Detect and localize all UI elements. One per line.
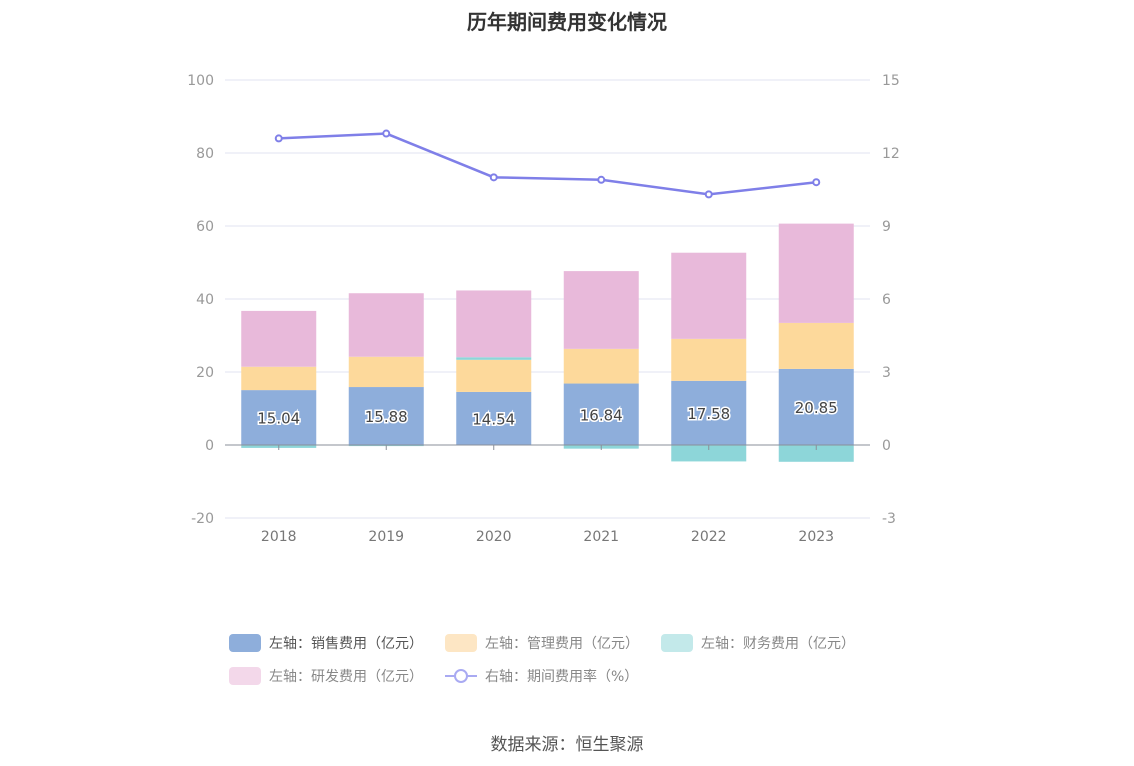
rate-line xyxy=(278,132,817,196)
gridlines xyxy=(225,79,870,519)
right-axis-tick-label: -3 xyxy=(882,511,896,527)
bar-admin xyxy=(241,366,317,391)
left-axis-tick-label: -20 xyxy=(191,511,214,527)
data-label-sales: 15.04 xyxy=(257,410,300,428)
left-axis-tick-label: 60 xyxy=(196,219,214,235)
data-label-sales: 20.85 xyxy=(795,399,838,417)
legend-item-sales[interactable]: 左轴：销售费用（亿元） xyxy=(229,633,423,653)
bar-rnd xyxy=(778,223,854,323)
legend-swatch-rnd xyxy=(229,667,261,685)
right-axis-tick-label: 0 xyxy=(882,438,891,454)
bar-admin xyxy=(456,359,532,392)
x-axis-tick-label: 2021 xyxy=(583,529,619,545)
legend-line-icon xyxy=(445,667,477,685)
legend-label-sales: 左轴：销售费用（亿元） xyxy=(269,636,423,652)
bar-rnd xyxy=(671,252,747,339)
rate-point xyxy=(597,175,606,184)
right-axis-tick-label: 9 xyxy=(882,219,891,235)
legend-label-finance: 左轴：财务费用（亿元） xyxy=(701,636,855,652)
rate-point xyxy=(382,129,391,138)
data-source: 数据来源：恒生聚源 xyxy=(490,735,644,755)
left-axis-tick-label: 80 xyxy=(196,146,214,162)
data-labels: 15.04 15.88 14.54 16.84 17.58 20.85 xyxy=(256,397,839,430)
bar-series xyxy=(241,223,854,462)
right-axis-tick-label: 12 xyxy=(882,146,900,162)
bar-sales xyxy=(563,383,639,445)
bar-admin xyxy=(563,348,639,384)
bar-sales xyxy=(671,380,747,445)
legend-swatch-admin xyxy=(445,634,477,652)
rate-point xyxy=(489,173,498,182)
axes: -20 -3 0 0 20 3 40 6 60 9 80 12 100 15 2018 2019 2020 202… xyxy=(187,73,900,545)
right-axis-tick-label: 15 xyxy=(882,73,900,89)
legend-swatch-sales xyxy=(229,634,261,652)
bar-admin xyxy=(671,338,747,381)
legend-item-admin[interactable]: 左轴：管理费用（亿元） xyxy=(445,633,639,653)
legend-label-admin: 左轴：管理费用（亿元） xyxy=(485,636,639,652)
bar-admin xyxy=(348,356,424,388)
legend-label-rnd: 左轴：研发费用（亿元） xyxy=(269,669,423,685)
left-axis-tick-label: 100 xyxy=(187,73,214,89)
bar-sales xyxy=(456,391,532,445)
bar-finance xyxy=(456,357,532,360)
bar-finance xyxy=(778,445,854,462)
bar-sales xyxy=(348,387,424,445)
bar-admin xyxy=(778,322,854,369)
data-label-sales: 16.84 xyxy=(580,406,623,424)
legend-label-rate: 右轴：期间费用率（%） xyxy=(485,669,639,685)
legend-item-finance[interactable]: 左轴：财务费用（亿元） xyxy=(661,633,855,653)
data-label-sales: 14.54 xyxy=(472,410,515,428)
left-axis-tick-label: 20 xyxy=(196,365,214,381)
x-axis-tick-label: 2023 xyxy=(798,529,834,545)
left-axis-tick-label: 40 xyxy=(196,292,214,308)
right-axis-tick-label: 6 xyxy=(882,292,891,308)
right-axis-tick-label: 3 xyxy=(882,365,891,381)
data-label-sales: 15.88 xyxy=(365,408,408,426)
bar-sales xyxy=(241,390,317,445)
bar-rnd xyxy=(348,293,424,357)
rate-point xyxy=(812,178,821,187)
x-axis-tick-label: 2018 xyxy=(261,529,297,545)
x-axis-tick-label: 2020 xyxy=(476,529,512,545)
bar-finance xyxy=(671,445,747,462)
rate-point xyxy=(274,134,283,143)
legend-item-rnd[interactable]: 左轴：研发费用（亿元） xyxy=(229,666,423,686)
x-axis-tick-label: 2022 xyxy=(691,529,727,545)
bar-sales xyxy=(778,368,854,445)
left-axis-tick-label: 0 xyxy=(205,438,214,454)
rate-point xyxy=(704,190,713,199)
rate-line-series xyxy=(274,129,821,199)
bar-rnd xyxy=(563,271,639,349)
bar-rnd xyxy=(241,310,317,367)
legend-item-rate[interactable]: 右轴：期间费用率（%） xyxy=(445,666,638,686)
chart-legend: 左轴：销售费用（亿元） 左轴：管理费用（亿元） 左轴：财务费用（亿元） 左轴：研… xyxy=(229,632,929,698)
chart-title: 历年期间费用变化情况 xyxy=(467,10,667,34)
legend-swatch-finance xyxy=(661,634,693,652)
data-label-sales: 17.58 xyxy=(687,405,730,423)
bar-rnd xyxy=(456,290,532,358)
x-axis-tick-label: 2019 xyxy=(368,529,404,545)
